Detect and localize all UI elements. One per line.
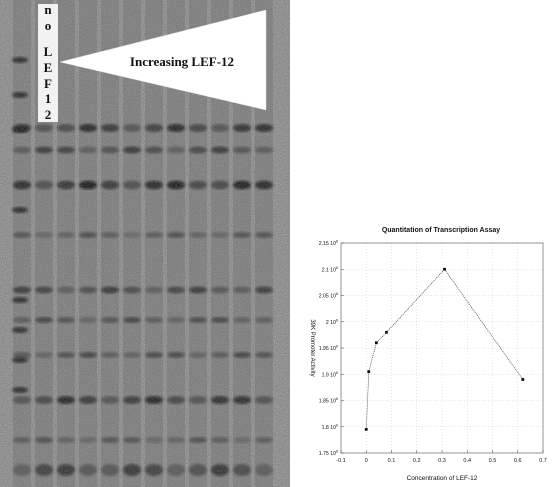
y-tick-label: 2.15 106: [319, 240, 338, 248]
y-axis-label: 39K Promoter Activity: [309, 319, 315, 376]
data-point: [521, 378, 525, 381]
y-tick-label: 1.75 106: [319, 450, 338, 458]
increasing-wedge: [59, 9, 267, 111]
no-lef-label-char: 2: [45, 107, 52, 122]
x-axis-label: Concentration of LEF-12: [407, 475, 478, 482]
no-lef-label-char: E: [44, 60, 53, 75]
data-point: [385, 330, 388, 334]
series-path: [366, 268, 524, 430]
y-tick-label: 1.95 106: [319, 345, 338, 353]
wedge-label: Increasing LEF-12: [130, 54, 234, 69]
x-tick-label: 0.5: [489, 458, 497, 464]
x-tick-label: 0.4: [463, 458, 471, 464]
y-axis-ticks: 1.75 106 1.8 106 1.85 106 1.9 106 1.95 106 2 …: [319, 240, 344, 458]
no-lef-label-box: [38, 4, 58, 122]
no-lef-label-char: 1: [45, 91, 52, 106]
x-axis-ticks: -0.1 0 0.1 0.2 0.3 0.4 0.5 0.6 0.7: [336, 450, 547, 464]
data-point: [443, 267, 446, 271]
no-lef-label-char: F: [44, 76, 52, 91]
x-tick-label: 0: [365, 458, 368, 464]
y-tick-label: 1.8 106: [322, 423, 338, 431]
y-tick-label: 2.05 106: [319, 292, 338, 300]
x-tick-label: 0.3: [438, 458, 446, 464]
x-tick-label: 0.2: [413, 458, 421, 464]
y-tick-label: 2.1 106: [322, 266, 338, 274]
transcription-chart: Quantitation of Transcription Assay 1.75…: [309, 227, 547, 482]
x-tick-label: 0.1: [388, 458, 396, 464]
data-point: [374, 341, 378, 345]
no-lef-label-char: n: [44, 2, 52, 17]
y-tick-label: 1.9 106: [322, 371, 338, 379]
x-tick-label: -0.1: [336, 458, 345, 464]
data-point: [367, 370, 371, 374]
data-point: [364, 427, 368, 431]
y-tick-label: 1.85 106: [319, 397, 338, 405]
no-lef-label-char: L: [44, 44, 53, 59]
chart-title: Quantitation of Transcription Assay: [382, 227, 500, 234]
series-line: [364, 267, 525, 431]
x-tick-label: 0.6: [514, 458, 522, 464]
no-lef-label-char: o: [45, 18, 52, 33]
chart-grid: [340, 242, 544, 454]
x-tick-label: 0.7: [539, 458, 547, 464]
y-tick-label: 2 106: [326, 318, 338, 326]
